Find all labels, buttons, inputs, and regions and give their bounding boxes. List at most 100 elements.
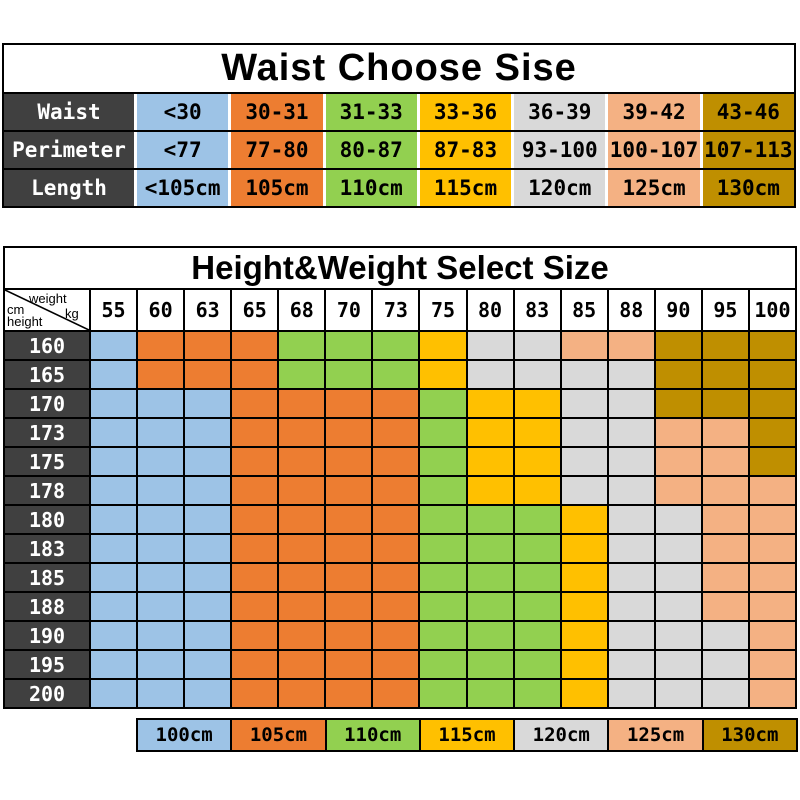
weight-column-header: 65: [232, 290, 278, 330]
height-row-header: 178: [5, 477, 89, 504]
size-cell: [373, 651, 419, 678]
size-cell: [749, 332, 795, 359]
size-cell: [514, 477, 560, 504]
legend-item: 100cm: [138, 720, 231, 750]
legend-item: 115cm: [418, 720, 514, 750]
size-cell: [185, 419, 231, 446]
size-cell: [279, 622, 325, 649]
height-row-header: 160: [5, 332, 89, 359]
size-cell: [561, 593, 607, 620]
size-cell: [749, 390, 795, 417]
size-cell: [326, 477, 372, 504]
waist-table-cell: 115cm: [419, 170, 512, 206]
size-cell: [467, 332, 513, 359]
size-cell: [561, 361, 607, 388]
size-cell: [467, 564, 513, 591]
size-cell: [326, 535, 372, 562]
weight-column-header: 68: [279, 290, 325, 330]
size-cell: [655, 535, 701, 562]
size-cell: [232, 506, 278, 533]
size-cell: [373, 506, 419, 533]
height-row-header: 170: [5, 390, 89, 417]
size-cell: [185, 535, 231, 562]
legend-item: 105cm: [230, 720, 325, 750]
size-cell: [91, 651, 137, 678]
size-cell: [655, 564, 701, 591]
size-cell: [420, 535, 466, 562]
waist-table-cell: 105cm: [231, 170, 323, 206]
size-cell: [702, 361, 748, 388]
size-cell: [373, 390, 419, 417]
size-cell: [420, 332, 466, 359]
height-row-header: 188: [5, 593, 89, 620]
size-cell: [420, 448, 466, 475]
size-cell: [373, 622, 419, 649]
size-cell: [138, 477, 184, 504]
height-row-header: 173: [5, 419, 89, 446]
size-cell: [655, 448, 701, 475]
size-cell: [326, 390, 372, 417]
size-cell: [702, 535, 748, 562]
size-cell: [326, 593, 372, 620]
size-cell: [702, 506, 748, 533]
size-cell: [608, 332, 654, 359]
size-cell: [655, 593, 701, 620]
size-cell: [91, 361, 137, 388]
size-cell: [561, 506, 607, 533]
size-cell: [420, 361, 466, 388]
size-color-legend: 100cm 105cm 110cm 115cm 120cm 125cm 130cm: [136, 718, 798, 752]
size-cell: [514, 593, 560, 620]
size-cell: [373, 361, 419, 388]
weight-column-header: 75: [420, 290, 466, 330]
size-cell: [232, 448, 278, 475]
waist-table-cell: 87-83: [419, 132, 512, 168]
weight-column-header: 63: [185, 290, 231, 330]
size-cell: [373, 680, 419, 707]
size-cell: [91, 390, 137, 417]
waist-table-cell: 107-113: [702, 132, 794, 168]
size-cell: [420, 651, 466, 678]
size-cell: [91, 593, 137, 620]
height-weight-title: Height&Weight Select Size: [5, 248, 795, 290]
waist-table-cell: 100-107: [608, 132, 700, 168]
size-cell: [185, 332, 231, 359]
size-cell: [561, 622, 607, 649]
size-cell: [232, 593, 278, 620]
size-cell: [420, 506, 466, 533]
size-cell: [608, 535, 654, 562]
size-cell: [608, 651, 654, 678]
size-cell: [561, 390, 607, 417]
size-cell: [655, 680, 701, 707]
size-cell: [232, 680, 278, 707]
size-cell: [326, 361, 372, 388]
size-cell: [467, 680, 513, 707]
size-cell: [185, 506, 231, 533]
size-cell: [326, 506, 372, 533]
size-cell: [749, 477, 795, 504]
size-cell: [232, 622, 278, 649]
size-cell: [608, 419, 654, 446]
corner-height-label: height: [7, 314, 43, 329]
size-cell: [467, 535, 513, 562]
size-cell: [279, 564, 325, 591]
size-cell: [608, 448, 654, 475]
size-cell: [608, 680, 654, 707]
legend-item: 130cm: [701, 720, 796, 750]
size-cell: [655, 361, 701, 388]
weight-column-header: 55: [91, 290, 137, 330]
weight-column-header: 88: [608, 290, 654, 330]
size-cell: [91, 332, 137, 359]
size-cell: [138, 361, 184, 388]
size-cell: [232, 535, 278, 562]
size-cell: [561, 535, 607, 562]
size-cell: [279, 535, 325, 562]
height-row-header: 175: [5, 448, 89, 475]
size-cell: [467, 448, 513, 475]
size-cell: [373, 564, 419, 591]
waist-table-row: Length <105cm 105cm 110cm 115cm 120cm 125cm 130…: [4, 168, 794, 206]
size-cell: [373, 477, 419, 504]
size-cell: [232, 390, 278, 417]
size-cell: [373, 535, 419, 562]
size-cell: [514, 448, 560, 475]
waist-table-cell: <77: [137, 132, 229, 168]
